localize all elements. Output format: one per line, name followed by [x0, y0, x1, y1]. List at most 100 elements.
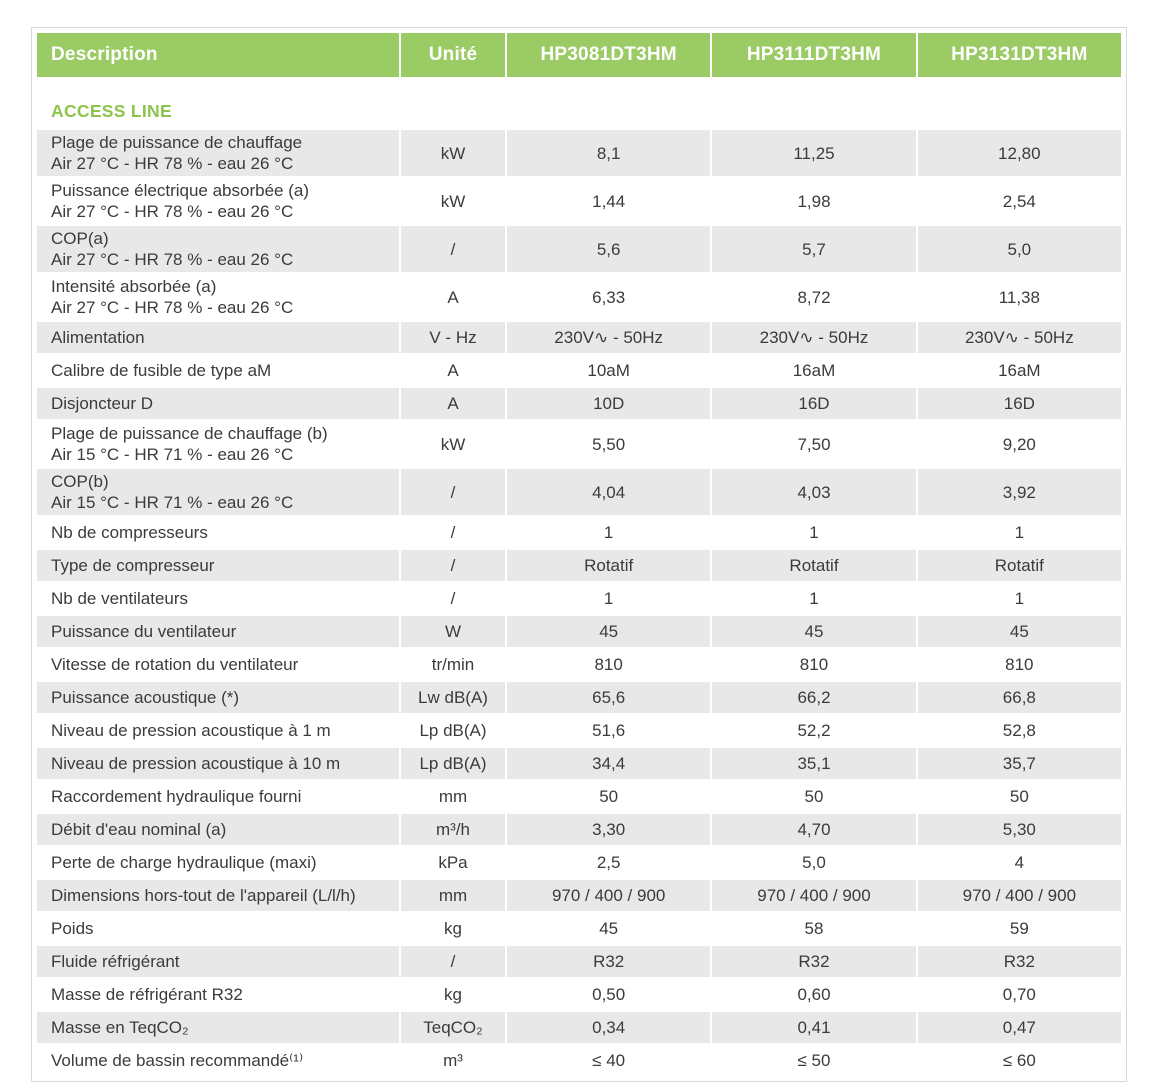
value-cell: 34,4: [507, 748, 711, 779]
value-cell: 45: [507, 616, 711, 647]
table-row: Type de compresseur / Rotatif Rotatif Rotati…: [37, 550, 1121, 581]
table-row: Plage de puissance de chauffage Air 27 °…: [37, 130, 1121, 176]
value-cell: 66,8: [917, 682, 1121, 713]
value-cell: 230V∿ - 50Hz: [917, 322, 1121, 353]
unit-cell: A: [401, 388, 505, 419]
value-cell: 9,20: [917, 421, 1121, 467]
value-cell: 45: [712, 616, 916, 647]
value-cell: 45: [507, 913, 711, 944]
value-cell: 10aM: [507, 355, 711, 386]
section-title: ACCESS LINE: [37, 79, 1121, 128]
value-cell: 58: [712, 913, 916, 944]
value-cell: 59: [917, 913, 1121, 944]
table-row: Puissance électrique absorbée (a) Air 27…: [37, 178, 1121, 224]
table-row: Plage de puissance de chauffage (b) Air …: [37, 421, 1121, 467]
unit-cell: /: [401, 550, 505, 581]
value-cell: Rotatif: [507, 550, 711, 581]
unit-cell: m³: [401, 1045, 505, 1076]
value-cell: 8,72: [712, 274, 916, 320]
value-cell: 7,50: [712, 421, 916, 467]
value-cell: 970 / 400 / 900: [507, 880, 711, 911]
unit-cell: /: [401, 517, 505, 548]
unit-cell: mm: [401, 880, 505, 911]
value-cell: 230V∿ - 50Hz: [507, 322, 711, 353]
value-cell: 0,60: [712, 979, 916, 1010]
value-cell: 52,8: [917, 715, 1121, 746]
value-cell: 3,92: [917, 469, 1121, 515]
description-cell: COP(b) Air 15 °C - HR 71 % - eau 26 °C: [37, 469, 399, 515]
value-cell: 51,6: [507, 715, 711, 746]
description-cell: Niveau de pression acoustique à 10 m: [37, 748, 399, 779]
description-cell: Poids: [37, 913, 399, 944]
value-cell: 5,0: [712, 847, 916, 878]
value-cell: 65,6: [507, 682, 711, 713]
description-cell: Intensité absorbée (a) Air 27 °C - HR 78…: [37, 274, 399, 320]
value-cell: 810: [917, 649, 1121, 680]
description-cell: Puissance acoustique (*): [37, 682, 399, 713]
value-cell: 5,6: [507, 226, 711, 272]
unit-cell: mm: [401, 781, 505, 812]
value-cell: 5,30: [917, 814, 1121, 845]
value-cell: 4: [917, 847, 1121, 878]
unit-cell: V - Hz: [401, 322, 505, 353]
description-cell: Raccordement hydraulique fourni: [37, 781, 399, 812]
value-cell: 16D: [712, 388, 916, 419]
value-cell: 1: [917, 517, 1121, 548]
unit-cell: kg: [401, 913, 505, 944]
value-cell: 66,2: [712, 682, 916, 713]
value-cell: 0,50: [507, 979, 711, 1010]
value-cell: 11,38: [917, 274, 1121, 320]
value-cell: 1: [712, 583, 916, 614]
value-cell: 1,98: [712, 178, 916, 224]
value-cell: 5,0: [917, 226, 1121, 272]
table-row: Raccordement hydraulique fourni mm 50 50 50: [37, 781, 1121, 812]
table-row: Volume de bassin recommandé⁽¹⁾ m³ ≤ 40 ≤ 50…: [37, 1045, 1121, 1076]
unit-cell: A: [401, 274, 505, 320]
description-cell: Disjoncteur D: [37, 388, 399, 419]
table-row: Fluide réfrigérant / R32 R32 R32: [37, 946, 1121, 977]
value-cell: 16D: [917, 388, 1121, 419]
table-row: COP(a) Air 27 °C - HR 78 % - eau 26 °C/5…: [37, 226, 1121, 272]
description-cell: Nb de ventilateurs: [37, 583, 399, 614]
value-cell: 52,2: [712, 715, 916, 746]
table-row: Poids kg 45 58 59: [37, 913, 1121, 944]
value-cell: ≤ 40: [507, 1045, 711, 1076]
value-cell: 16aM: [712, 355, 916, 386]
unit-cell: kg: [401, 979, 505, 1010]
description-cell: Puissance du ventilateur: [37, 616, 399, 647]
value-cell: 1: [507, 583, 711, 614]
table-row: COP(b) Air 15 °C - HR 71 % - eau 26 °C/4…: [37, 469, 1121, 515]
description-cell: Puissance électrique absorbée (a) Air 27…: [37, 178, 399, 224]
table-row: Débit d'eau nominal (a) m³/h 3,30 4,70 5,30: [37, 814, 1121, 845]
value-cell: 50: [712, 781, 916, 812]
value-cell: 2,54: [917, 178, 1121, 224]
description-cell: Masse en TeqCO₂: [37, 1012, 399, 1043]
description-cell: Type de compresseur: [37, 550, 399, 581]
column-header-unit: Unité: [401, 33, 505, 77]
description-cell: Calibre de fusible de type aM: [37, 355, 399, 386]
unit-cell: Lp dB(A): [401, 715, 505, 746]
unit-cell: TeqCO₂: [401, 1012, 505, 1043]
value-cell: 810: [507, 649, 711, 680]
unit-cell: /: [401, 226, 505, 272]
table-row: Dimensions hors-tout de l'appareil (L/l/…: [37, 880, 1121, 911]
value-cell: Rotatif: [712, 550, 916, 581]
value-cell: 970 / 400 / 900: [917, 880, 1121, 911]
value-cell: 3,30: [507, 814, 711, 845]
value-cell: 5,7: [712, 226, 916, 272]
description-cell: Dimensions hors-tout de l'appareil (L/l/…: [37, 880, 399, 911]
value-cell: 5,50: [507, 421, 711, 467]
table-row: Vitesse de rotation du ventilateur tr/min…: [37, 649, 1121, 680]
unit-cell: kW: [401, 421, 505, 467]
table-row: Alimentation V - Hz 230V∿ - 50Hz 230V∿ - 50…: [37, 322, 1121, 353]
table-row: Disjoncteur D A 10D 16D 16D: [37, 388, 1121, 419]
value-cell: 0,41: [712, 1012, 916, 1043]
value-cell: 16aM: [917, 355, 1121, 386]
table-row: Nb de compresseurs/1 1 1: [37, 517, 1121, 548]
value-cell: 35,1: [712, 748, 916, 779]
description-cell: Volume de bassin recommandé⁽¹⁾: [37, 1045, 399, 1076]
value-cell: 11,25: [712, 130, 916, 176]
table-row: Perte de charge hydraulique (maxi) kPa 2,5…: [37, 847, 1121, 878]
table-row: Nb de ventilateurs/1 1 1: [37, 583, 1121, 614]
description-cell: Perte de charge hydraulique (maxi): [37, 847, 399, 878]
